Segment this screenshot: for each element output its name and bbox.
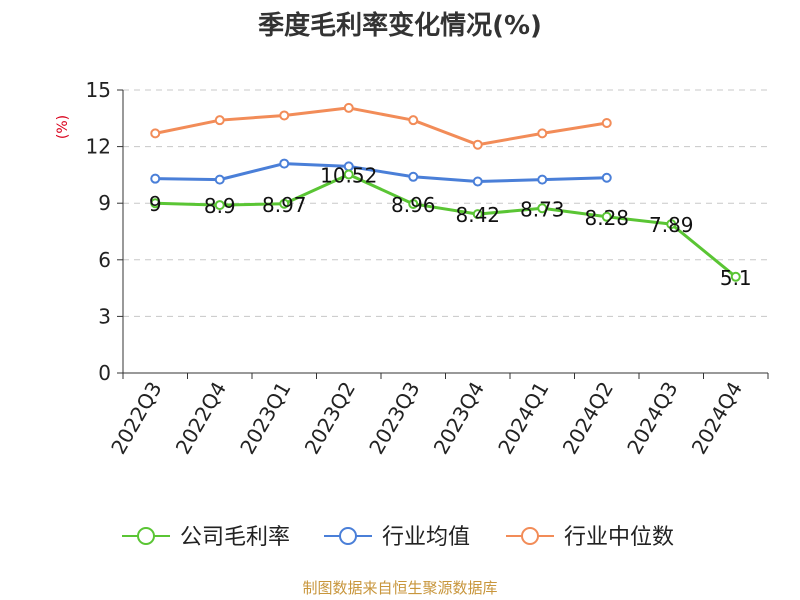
data-point xyxy=(537,203,548,214)
data-point xyxy=(150,173,161,184)
data-point xyxy=(214,200,225,211)
data-label: 9 xyxy=(149,192,162,216)
x-tick-label: 2024Q2 xyxy=(558,378,618,459)
data-point xyxy=(666,219,677,230)
data-label: 8.28 xyxy=(584,206,629,230)
data-point xyxy=(408,171,419,182)
gridlines xyxy=(123,89,768,317)
legend: 公司毛利率 行业均值 行业中位数 xyxy=(122,525,674,550)
data-point xyxy=(214,115,225,126)
data-label: 8.97 xyxy=(262,193,307,217)
legend-marker xyxy=(339,527,357,545)
data-point xyxy=(279,110,290,121)
x-tick-label: 2022Q3 xyxy=(106,378,166,459)
data-label: 8.96 xyxy=(391,193,436,217)
data-point xyxy=(214,174,225,185)
x-tick-label: 2023Q2 xyxy=(300,378,360,459)
data-labels: 9 8.9 8.97 10.52 8.96 8.42 8.73 8.28 7.89 5.1 xyxy=(149,164,752,290)
data-point xyxy=(472,139,483,150)
y-tick-label: 6 xyxy=(98,248,111,272)
y-tick-label: 15 xyxy=(86,78,111,102)
data-point xyxy=(150,198,161,209)
legend-marker xyxy=(521,527,539,545)
data-label: 5.1 xyxy=(720,266,752,290)
data-point xyxy=(730,271,741,282)
data-label: 7.89 xyxy=(649,213,694,237)
data-point xyxy=(279,198,290,209)
x-tick-label: 2023Q1 xyxy=(235,378,295,459)
x-tick-label: 2024Q1 xyxy=(493,378,553,459)
series-lines xyxy=(150,102,741,282)
x-tick-label: 2024Q3 xyxy=(622,378,682,459)
y-tick-label: 0 xyxy=(98,361,111,385)
data-point xyxy=(279,158,290,169)
x-tick-label: 2023Q3 xyxy=(364,378,424,459)
series-line xyxy=(155,173,737,278)
x-tick-label: 2022Q4 xyxy=(171,378,231,459)
source-note: 制图数据来自恒生聚源数据库 xyxy=(302,579,497,597)
data-point xyxy=(537,128,548,139)
data-point xyxy=(150,128,161,139)
data-point xyxy=(601,172,612,183)
data-label: 8.9 xyxy=(204,194,236,218)
data-point xyxy=(601,211,612,222)
data-label: 8.73 xyxy=(520,197,565,221)
data-point xyxy=(472,209,483,220)
legend-label: 行业中位数 xyxy=(564,525,674,550)
data-point xyxy=(408,115,419,126)
data-point xyxy=(472,176,483,187)
data-label: 10.52 xyxy=(320,164,377,188)
legend-label: 公司毛利率 xyxy=(180,525,290,550)
data-point xyxy=(408,198,419,209)
y-axis-label: (%) xyxy=(55,115,71,139)
data-point xyxy=(601,118,612,129)
series-line xyxy=(155,162,607,184)
x-tick-label: 2023Q4 xyxy=(429,378,489,459)
series-line xyxy=(154,106,607,147)
legend-label: 行业均值 xyxy=(382,525,470,550)
data-label: 8.42 xyxy=(455,203,500,227)
data-point xyxy=(537,174,548,185)
legend-marker xyxy=(137,527,155,545)
chart-title: 季度毛利率变化情况(%) xyxy=(258,10,542,41)
x-tick-label: 2024Q4 xyxy=(687,378,747,459)
data-point xyxy=(343,102,354,113)
y-tick-label: 3 xyxy=(98,304,111,328)
y-tick-label: 12 xyxy=(86,135,111,159)
y-tick-label: 9 xyxy=(98,191,111,215)
data-point xyxy=(343,169,354,180)
